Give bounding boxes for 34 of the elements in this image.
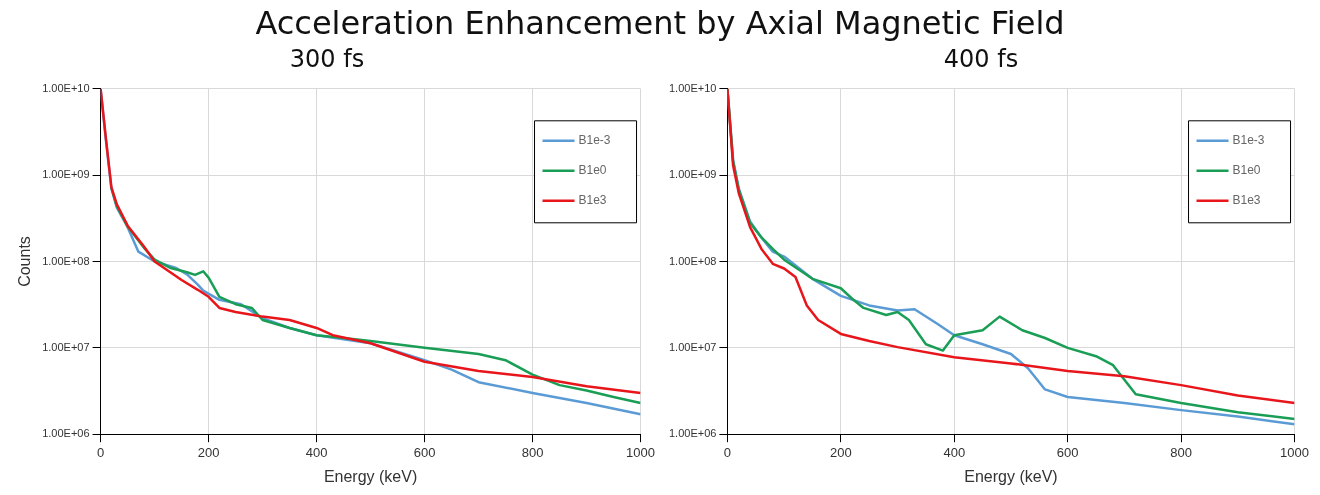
x-tick-label: 1000 xyxy=(626,444,655,460)
text: Acceleration Enhancement by Axial Magnetic Field xyxy=(254,3,1066,44)
x-tick-label: 0 xyxy=(96,444,105,460)
x-tick-label: 400 xyxy=(943,444,966,460)
legend-label: B1e-3 xyxy=(1232,133,1265,148)
y-tick-label: 1.00E+08 xyxy=(669,254,717,267)
x-tick-label: 200 xyxy=(197,444,220,460)
legend-label: B1e0 xyxy=(1232,163,1261,178)
x-axis-title: Energy (keV) xyxy=(964,467,1058,485)
y-tick-label: 1.00E+06 xyxy=(669,427,717,440)
legend-label: B1e-3 xyxy=(578,133,611,148)
x-tick-label: 400 xyxy=(305,444,328,460)
y-tick-label: 1.00E+10 xyxy=(42,81,90,94)
legend-label: B1e3 xyxy=(578,193,607,208)
y-tick-label: 1.00E+07 xyxy=(42,340,90,353)
y-tick-label: 1.00E+10 xyxy=(669,81,717,94)
y-tick-label: 1.00E+08 xyxy=(42,254,90,267)
x-tick-label: 600 xyxy=(1056,444,1079,460)
x-tick-label: 1000 xyxy=(1280,444,1309,460)
x-axis-title: Energy (keV) xyxy=(323,467,418,485)
x-tick-label: 0 xyxy=(723,444,732,460)
x-tick-label: 800 xyxy=(521,444,544,460)
x-tick-label: 600 xyxy=(413,444,436,460)
legend-label: B1e3 xyxy=(1232,193,1261,208)
y-tick-label: 1.00E+09 xyxy=(42,168,90,181)
y-tick-label: 1.00E+09 xyxy=(669,168,717,181)
x-tick-label: 200 xyxy=(829,444,852,460)
y-tick-label: 1.00E+07 xyxy=(669,340,717,353)
chart-title: 400 fs xyxy=(943,44,1019,73)
y-tick-label: 1.00E+06 xyxy=(42,427,90,440)
legend-label: B1e0 xyxy=(578,163,607,178)
x-tick-label: 800 xyxy=(1170,444,1192,460)
y-axis-title: Counts xyxy=(16,236,34,287)
chart-title: 300 fs xyxy=(289,44,365,73)
